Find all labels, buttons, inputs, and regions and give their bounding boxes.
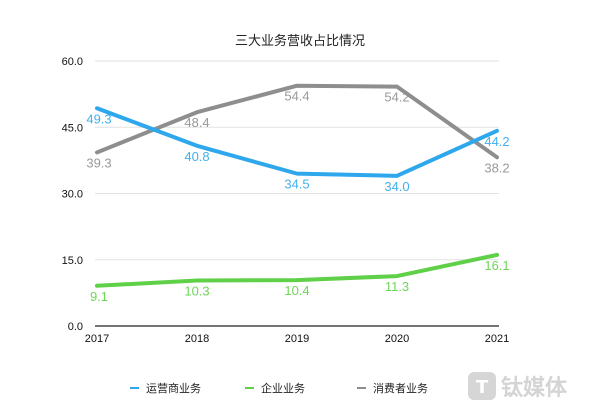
legend-label: 企业业务 (261, 381, 305, 395)
data-labels: 49.3 40.8 34.5 34.0 44.2 9.1 10.3 10.4 11.3 16.1 3… (86, 89, 509, 304)
watermark-text: 钛媒体 (501, 375, 568, 401)
y-tick-label: 30.0 (62, 189, 83, 201)
data-label: 9.1 (90, 289, 108, 304)
x-tick-label: 2021 (485, 333, 509, 345)
series-line-1 (95, 252, 499, 288)
y-tick-label: 0.0 (68, 321, 83, 333)
data-label: 16.1 (484, 258, 509, 273)
series-line-2 (95, 83, 499, 160)
watermark-logo-icon (468, 372, 496, 400)
data-label: 34.5 (284, 177, 309, 192)
legend-label: 消费者业务 (373, 381, 428, 395)
x-tick-label: 2017 (85, 333, 109, 345)
series-line-0 (95, 106, 499, 178)
data-label: 54.2 (384, 90, 409, 105)
x-axis-ticks: 2017 2018 2019 2020 2021 (85, 333, 509, 345)
y-axis-ticks: 0.0 15.0 30.0 45.0 60.0 (62, 56, 83, 333)
x-tick-label: 2019 (285, 333, 309, 345)
data-label: 54.4 (284, 89, 309, 104)
data-label: 10.4 (284, 283, 309, 298)
data-label: 34.0 (384, 179, 409, 194)
data-label: 49.3 (86, 111, 111, 126)
y-tick-label: 45.0 (62, 122, 83, 134)
x-tick-label: 2018 (185, 333, 209, 345)
y-tick-label: 60.0 (62, 56, 83, 68)
series-lines (95, 83, 499, 288)
y-tick-label: 15.0 (62, 255, 83, 267)
data-label: 39.3 (86, 155, 111, 170)
x-tick-label: 2020 (385, 333, 409, 345)
chart-title: 三大业务营收占比情况 (235, 33, 365, 49)
data-label: 48.4 (184, 115, 209, 130)
data-label: 10.3 (184, 284, 209, 299)
svg-text:T: T (476, 377, 489, 398)
watermark-logo: T 钛媒体 (468, 372, 568, 401)
legend-label: 运营商业务 (146, 381, 201, 395)
data-label: 40.8 (184, 149, 209, 164)
data-label: 44.2 (484, 134, 509, 149)
data-label: 11.3 (385, 279, 409, 294)
data-label: 38.2 (484, 160, 509, 175)
legend: 运营商业务 企业业务 消费者业务 (130, 381, 428, 395)
